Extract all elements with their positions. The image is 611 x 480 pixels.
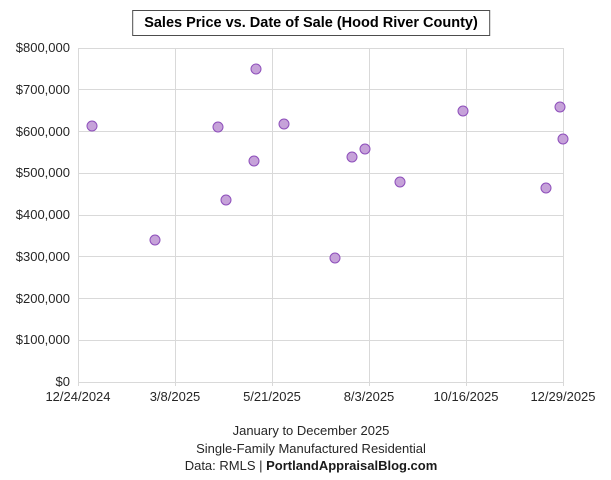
x-axis-tick (77, 382, 79, 386)
x-axis-tick (368, 382, 370, 386)
vertical-gridline (271, 48, 273, 382)
data-point (329, 252, 341, 264)
vertical-gridline (368, 48, 370, 382)
data-point (554, 101, 566, 113)
x-axis-label: 12/29/2025 (530, 389, 596, 404)
data-point (248, 155, 260, 167)
vertical-gridline (77, 48, 79, 382)
footer-source-blog: PortlandAppraisalBlog.com (266, 458, 438, 473)
vertical-gridline (174, 48, 176, 382)
footer-line-property-type: Single-Family Manufactured Residential (196, 440, 426, 456)
y-axis-label: $200,000 (15, 290, 70, 306)
x-axis-label: 10/16/2025 (433, 389, 499, 404)
footer-source-prefix: Data: RMLS | (184, 458, 267, 473)
x-axis-label: 3/8/2025 (149, 389, 201, 404)
data-point (149, 234, 161, 246)
horizontal-gridline (78, 298, 563, 299)
data-point (557, 133, 569, 145)
footer-line-date-range: January to December 2025 (232, 423, 390, 438)
data-point (220, 194, 232, 206)
horizontal-gridline (78, 339, 563, 341)
horizontal-gridline (78, 131, 563, 132)
y-axis-label: $700,000 (15, 81, 70, 97)
y-axis-label: $300,000 (15, 248, 70, 264)
data-point (278, 118, 290, 130)
data-point (457, 105, 469, 117)
horizontal-gridline (78, 89, 563, 91)
y-axis-label: $600,000 (15, 123, 70, 139)
y-axis-label: $0 (55, 374, 70, 389)
footer-line-source: Data: RMLS | PortlandAppraisalBlog.com (185, 457, 438, 475)
data-point (212, 121, 224, 133)
data-point (540, 182, 552, 194)
y-axis-label: $400,000 (15, 207, 70, 222)
y-axis-label: $100,000 (15, 332, 70, 348)
x-axis-tick (271, 382, 273, 386)
horizontal-gridline (78, 256, 563, 258)
x-axis-label: 12/24/2024 (45, 389, 111, 404)
chart-title: Sales Price vs. Date of Sale (Hood River… (132, 10, 490, 36)
x-axis-tick (174, 382, 176, 386)
horizontal-gridline (78, 172, 563, 174)
x-axis-tick (562, 382, 564, 386)
horizontal-gridline (78, 47, 563, 49)
data-point (394, 176, 406, 188)
y-axis-label: $500,000 (15, 165, 70, 181)
vertical-gridline (562, 48, 564, 382)
horizontal-gridline (78, 214, 563, 216)
x-axis-label: 8/3/2025 (343, 389, 395, 404)
data-point (359, 143, 371, 155)
horizontal-gridline (78, 381, 563, 383)
data-point (346, 151, 358, 163)
x-axis-tick (465, 382, 467, 386)
vertical-gridline (465, 48, 467, 382)
x-axis-label: 5/21/2025 (243, 389, 301, 404)
y-axis-label: $800,000 (15, 40, 70, 55)
data-point (250, 63, 262, 75)
data-point (86, 120, 98, 132)
chart-footer: January to December 2025 Single-Family M… (185, 422, 438, 475)
